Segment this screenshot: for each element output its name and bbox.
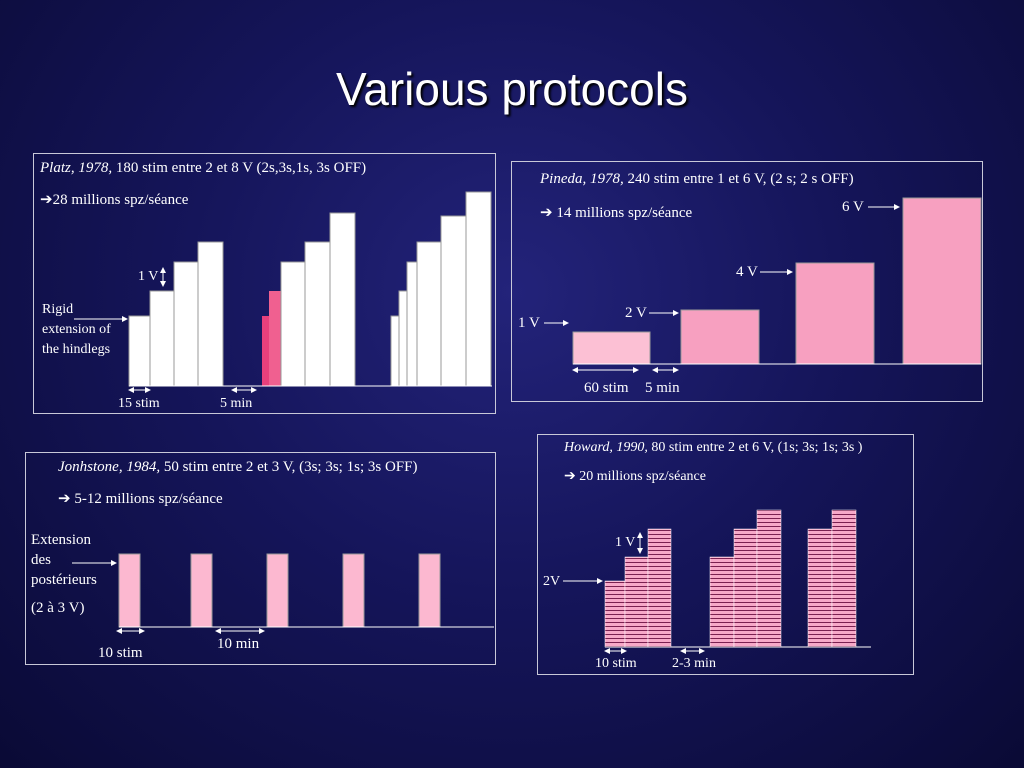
jonhstone-bar [266, 553, 289, 628]
platz-bar [416, 241, 442, 387]
jonhstone-diagram [72, 553, 494, 634]
platz-stim-label: 15 stim [118, 396, 160, 411]
jonhstone-bar [418, 553, 441, 628]
howard-bar [756, 509, 782, 648]
platz-bar [390, 315, 400, 387]
platz-volt-label: 1 V [138, 269, 159, 284]
pineda-diagram [544, 197, 982, 373]
platz-bar [406, 261, 418, 387]
pineda-header: Pineda, 1978, 240 stim entre 1 et 6 V, (… [540, 171, 854, 188]
howard-bar [733, 528, 758, 648]
howard-diagram [563, 509, 871, 654]
platz-bar [128, 315, 151, 387]
jonhstone-header: Jonhstone, 1984, 50 stim entre 2 et 3 V,… [58, 459, 417, 476]
jonhstone-bar [190, 553, 213, 628]
howard-header: Howard, 1990, 80 stim entre 2 et 6 V, (1… [564, 440, 862, 456]
pineda-bar [572, 331, 651, 365]
platz-bar [304, 241, 331, 387]
pineda-bar [680, 309, 760, 365]
jonhstone-ref: Jonhstone, 1984, [58, 459, 161, 475]
pineda-volt-6: 6 V [842, 199, 864, 215]
howard-pause-label: 2-3 min [672, 656, 716, 671]
jonhstone-pause-label: 10 min [217, 636, 260, 652]
howard-start-label: 2V [543, 574, 561, 589]
pineda-stim-label: 60 stim [584, 380, 629, 396]
jonhstone-side-label-line: Extension [31, 532, 91, 548]
howard-ref: Howard, 1990, [564, 440, 648, 455]
platz-pause-label: 5 min [220, 396, 253, 411]
panel-platz: Platz, 1978, 180 stim entre 2 et 8 V (2s… [33, 153, 496, 414]
jonhstone-range-label: (2 à 3 V) [31, 600, 85, 616]
pineda-volt-1: 1 V [518, 315, 540, 331]
howard-result: 20 millions spz/séance [579, 469, 706, 484]
platz-bar [173, 261, 199, 387]
pineda-arrow-icon: ➔ [540, 205, 553, 221]
jonhstone-side-label-line: postérieurs [31, 572, 97, 588]
jonhstone-result-line: ➔ 5-12 millions spz/séance [58, 489, 223, 508]
jonhstone-arrow-icon: ➔ [58, 491, 71, 507]
howard-bar [709, 556, 735, 648]
howard-desc: 80 stim entre 2 et 6 V, (1s; 3s; 1s; 3s … [651, 440, 863, 455]
jonhstone-desc: 50 stim entre 2 et 3 V, (3s; 3s; 1s; 3s … [163, 459, 418, 475]
howard-bar [831, 509, 857, 648]
pineda-ref: Pineda, 1978, [540, 171, 624, 187]
howard-volt-label: 1 V [615, 535, 636, 550]
jonhstone-result: 5-12 millions spz/séance [74, 491, 223, 507]
slide-title: Various protocols [336, 63, 688, 115]
howard-result-line: ➔ 20 millions spz/séance [564, 468, 706, 485]
platz-side-label-line: the hindlegs [42, 342, 111, 357]
pineda-volt-4: 4 V [736, 264, 758, 280]
platz-side-label-line: extension of [42, 322, 111, 337]
howard-bar [807, 528, 833, 648]
pineda-volt-2: 2 V [625, 305, 647, 321]
platz-diagram [74, 191, 492, 393]
platz-bar [465, 191, 492, 387]
panel-pineda: Pineda, 1978, 240 stim entre 1 et 6 V, (… [511, 161, 983, 402]
platz-bar [398, 290, 408, 387]
howard-arrow-icon: ➔ [564, 469, 576, 484]
pineda-desc: 240 stim entre 1 et 6 V, (2 s; 2 s OFF) [627, 171, 854, 187]
platz-bar-pink [262, 316, 272, 386]
jonhstone-stim-label: 10 stim [98, 645, 143, 661]
jonhstone-side-label: Extension des postérieurs [31, 530, 97, 590]
platz-side-label: Rigid extension of the hindlegs [42, 300, 111, 360]
panel-howard: Howard, 1990, 80 stim entre 2 et 6 V, (1… [537, 434, 914, 675]
platz-ref: Platz, 1978, [40, 160, 113, 176]
howard-stim-label: 10 stim [595, 656, 637, 671]
platz-header: Platz, 1978, 180 stim entre 2 et 8 V (2s… [40, 160, 366, 177]
jonhstone-side-label-line: des [31, 552, 51, 568]
howard-bar [647, 528, 672, 648]
platz-bar [280, 261, 306, 387]
platz-result-line: ➔28 millions spz/séance [40, 190, 188, 209]
platz-side-label-line: Rigid [42, 302, 74, 317]
platz-bar [440, 215, 467, 387]
pineda-bar [902, 197, 982, 365]
jonhstone-bar [118, 553, 141, 628]
jonhstone-bar [342, 553, 365, 628]
platz-bar [149, 290, 175, 387]
platz-desc: 180 stim entre 2 et 8 V (2s,3s,1s, 3s OF… [115, 160, 367, 176]
howard-bar [624, 556, 649, 648]
howard-bar [604, 580, 626, 648]
platz-bar [329, 212, 356, 387]
pineda-result-line: ➔ 14 millions spz/séance [540, 203, 692, 222]
platz-bar [197, 241, 224, 387]
platz-arrow-icon: ➔ [40, 192, 53, 208]
pineda-bar [795, 262, 875, 365]
panel-jonhstone: Jonhstone, 1984, 50 stim entre 2 et 3 V,… [25, 452, 496, 665]
pineda-result: 14 millions spz/séance [556, 205, 693, 221]
pineda-pause-label: 5 min [645, 380, 680, 396]
platz-result: 28 millions spz/séance [52, 192, 189, 208]
platz-bar-pink [269, 291, 281, 386]
